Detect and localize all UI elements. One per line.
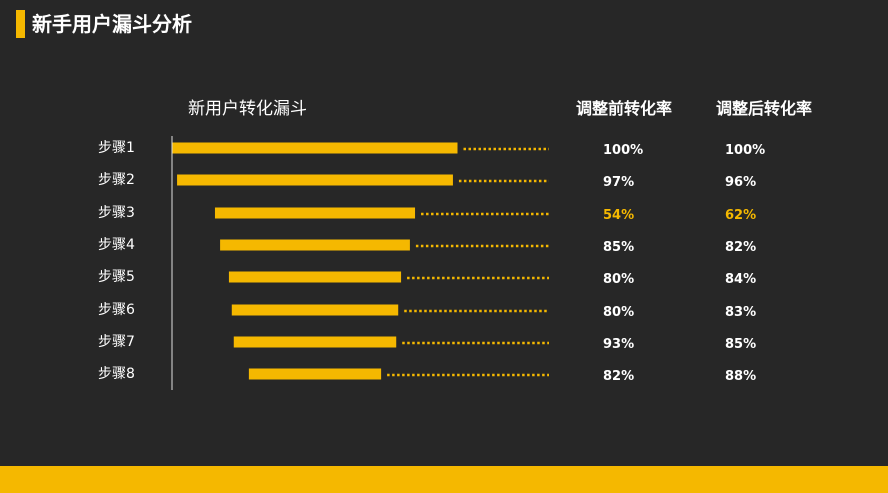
step-label: 步骤3 (98, 205, 135, 221)
step-label: 步骤4 (98, 237, 135, 253)
header-rate-before: 调整前转化率 (576, 99, 673, 118)
step-label: 步骤8 (98, 366, 135, 382)
step-label: 步骤6 (98, 302, 135, 318)
rate-before-value: 54% (603, 208, 634, 223)
rate-after-value: 88% (725, 369, 756, 384)
rate-after-value: 62% (725, 208, 756, 223)
rate-before-value: 80% (603, 272, 634, 287)
rate-before-value: 100% (603, 143, 643, 158)
rate-after-value: 100% (725, 143, 765, 158)
rate-before-value: 85% (603, 240, 634, 255)
rate-before-value: 93% (603, 337, 634, 352)
bottom-accent-bar (0, 466, 888, 493)
step-label: 步骤2 (98, 172, 135, 188)
header-rate-after: 调整后转化率 (716, 99, 813, 118)
funnel-bar (214, 207, 416, 219)
rate-after-value: 83% (725, 305, 756, 320)
funnel-bar (177, 174, 453, 186)
title-accent-bar (16, 10, 25, 38)
funnel-bar (228, 271, 402, 283)
funnel-bar (233, 336, 397, 348)
step-label: 步骤5 (98, 269, 135, 285)
chart-title: 新用户转化漏斗 (188, 99, 307, 119)
step-label: 步骤7 (98, 334, 135, 350)
funnel-bar (172, 142, 458, 154)
rate-after-value: 96% (725, 175, 756, 190)
rate-after-value: 82% (725, 240, 756, 255)
step-label: 步骤1 (98, 140, 135, 156)
rate-before-value: 80% (603, 305, 634, 320)
rate-after-value: 84% (725, 272, 756, 287)
rate-before-value: 82% (603, 369, 634, 384)
funnel-bar (231, 304, 399, 316)
page-title: 新手用户漏斗分析 (32, 12, 192, 36)
rate-after-value: 85% (725, 337, 756, 352)
rate-before-value: 97% (603, 175, 634, 190)
funnel-bar (220, 239, 410, 251)
funnel-bar (248, 368, 382, 380)
